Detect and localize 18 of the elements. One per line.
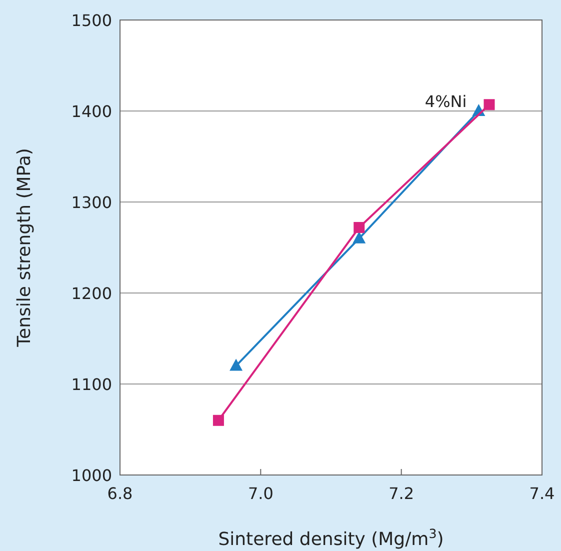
point <box>354 222 365 233</box>
y-tick-label: 1000 <box>71 466 112 485</box>
series-label: 4%Ni <box>424 92 467 111</box>
y-tick-label: 1500 <box>71 11 112 30</box>
x-tick-label: 7.0 <box>248 484 274 503</box>
point <box>230 358 243 371</box>
x-tick-label: 7.4 <box>529 484 555 503</box>
x-axis-title: Sintered density (Mg/m$^{3}$) <box>218 526 444 550</box>
y-axis-title: Tensile strength (MPa) <box>14 148 35 348</box>
y-tick-label: 1200 <box>71 284 112 303</box>
point <box>484 99 495 110</box>
point <box>352 231 366 244</box>
y-tick-label: 1100 <box>71 375 112 394</box>
point <box>212 414 224 426</box>
x-tick-label: 6.8 <box>107 484 133 503</box>
x-tick-label: 7.2 <box>388 484 414 503</box>
y-tick-label: 1400 <box>71 102 112 121</box>
y-tick-label: 1300 <box>71 193 112 212</box>
